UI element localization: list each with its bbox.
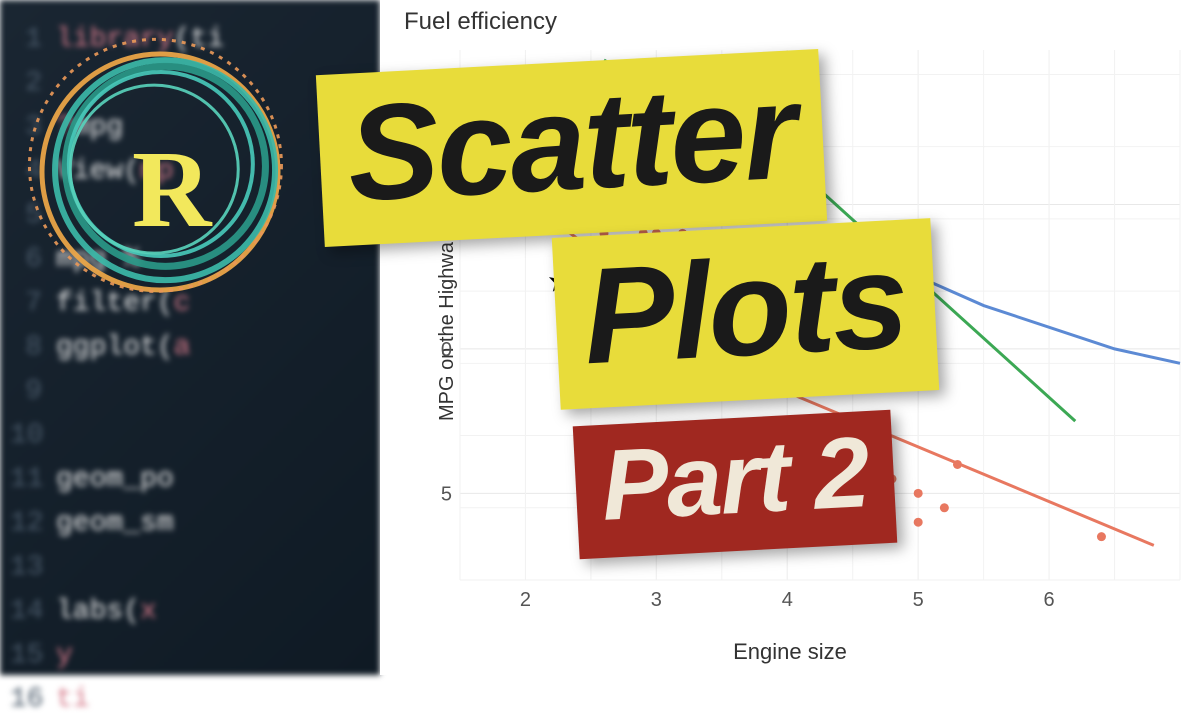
svg-text:15: 15 bbox=[440, 483, 452, 505]
svg-text:5: 5 bbox=[913, 589, 924, 610]
code-line: 15 y bbox=[10, 636, 370, 676]
svg-text:2: 2 bbox=[520, 589, 531, 610]
code-line: 16 ti bbox=[10, 680, 370, 720]
subtitle-banner: Part 2 bbox=[573, 410, 897, 559]
x-axis-label: Engine size bbox=[733, 639, 847, 665]
code-line: 10 bbox=[10, 416, 370, 456]
code-line: 14 labs(x bbox=[10, 592, 370, 632]
svg-text:6: 6 bbox=[1044, 589, 1055, 610]
chart-title: Fuel efficiency bbox=[404, 8, 557, 36]
code-line: 8 ggplot(a bbox=[10, 328, 370, 368]
logo-letter: R bbox=[132, 126, 211, 253]
code-line: 11 geom_po bbox=[10, 460, 370, 500]
title-banner-line1: Scatter bbox=[316, 49, 827, 247]
svg-text:3: 3 bbox=[651, 589, 662, 610]
svg-text:4: 4 bbox=[782, 589, 793, 610]
code-line: 9 bbox=[10, 372, 370, 412]
title-banner-line2: Plots bbox=[552, 218, 939, 410]
svg-text:20: 20 bbox=[440, 339, 452, 361]
code-line: 12 geom_sm bbox=[10, 504, 370, 544]
logo-badge: R bbox=[20, 28, 300, 308]
code-line: 13 bbox=[10, 548, 370, 588]
